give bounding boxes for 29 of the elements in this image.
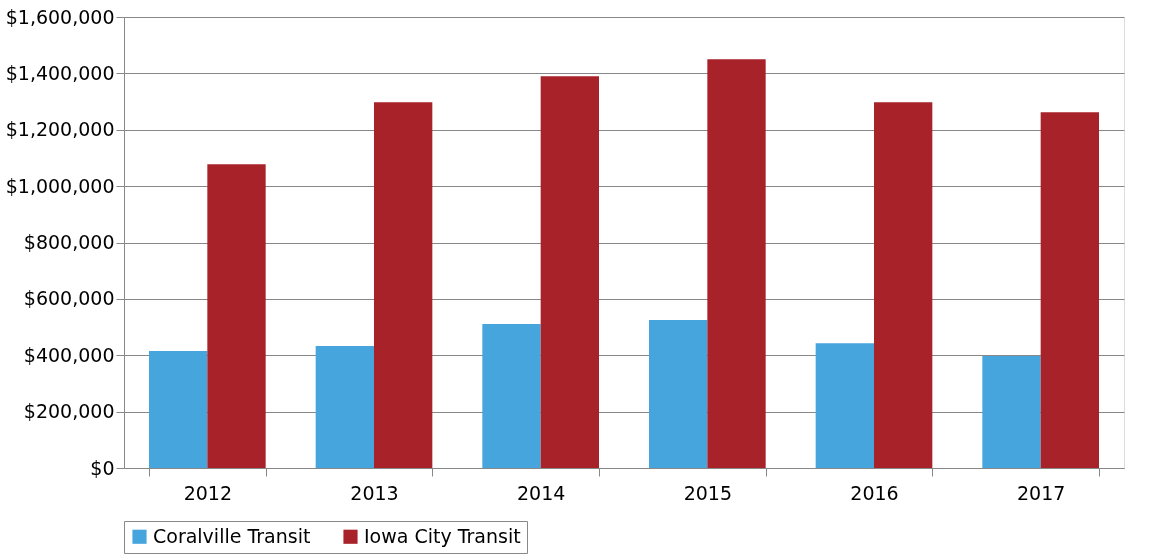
y-tick-label: $1,200,000 [5,118,115,141]
bar [149,351,208,468]
y-tick-label: $1,000,000 [5,174,115,197]
bar [707,59,766,468]
x-tick-label: 2016 [850,481,899,504]
x-tick-label: 2017 [1016,481,1066,504]
y-tick-label: $800,000 [23,231,115,253]
bar [1040,112,1099,468]
x-tick-label: 2014 [516,481,566,504]
bar [374,102,433,468]
bar [649,320,708,468]
x-tick-label: 2015 [683,481,733,504]
y-tick-label: $600,000 [23,287,115,310]
bar [315,345,374,468]
y-tick-label: $1,600,000 [5,5,115,28]
bar [815,343,874,468]
bar [540,76,599,468]
x-tick-label: 2012 [183,481,233,504]
bar [874,102,933,468]
bar [482,323,541,468]
legend-label: Iowa City Transit [364,524,521,547]
x-tick-label: 2013 [350,481,399,504]
legend-label: Coralville Transit [153,524,311,547]
bar [982,356,1041,468]
bar [207,164,266,468]
y-tick-label: $1,400,000 [5,61,115,84]
y-tick-label: $400,000 [23,343,115,366]
y-tick-label: $200,000 [23,400,115,423]
y-tick-label: $0 [90,456,115,479]
